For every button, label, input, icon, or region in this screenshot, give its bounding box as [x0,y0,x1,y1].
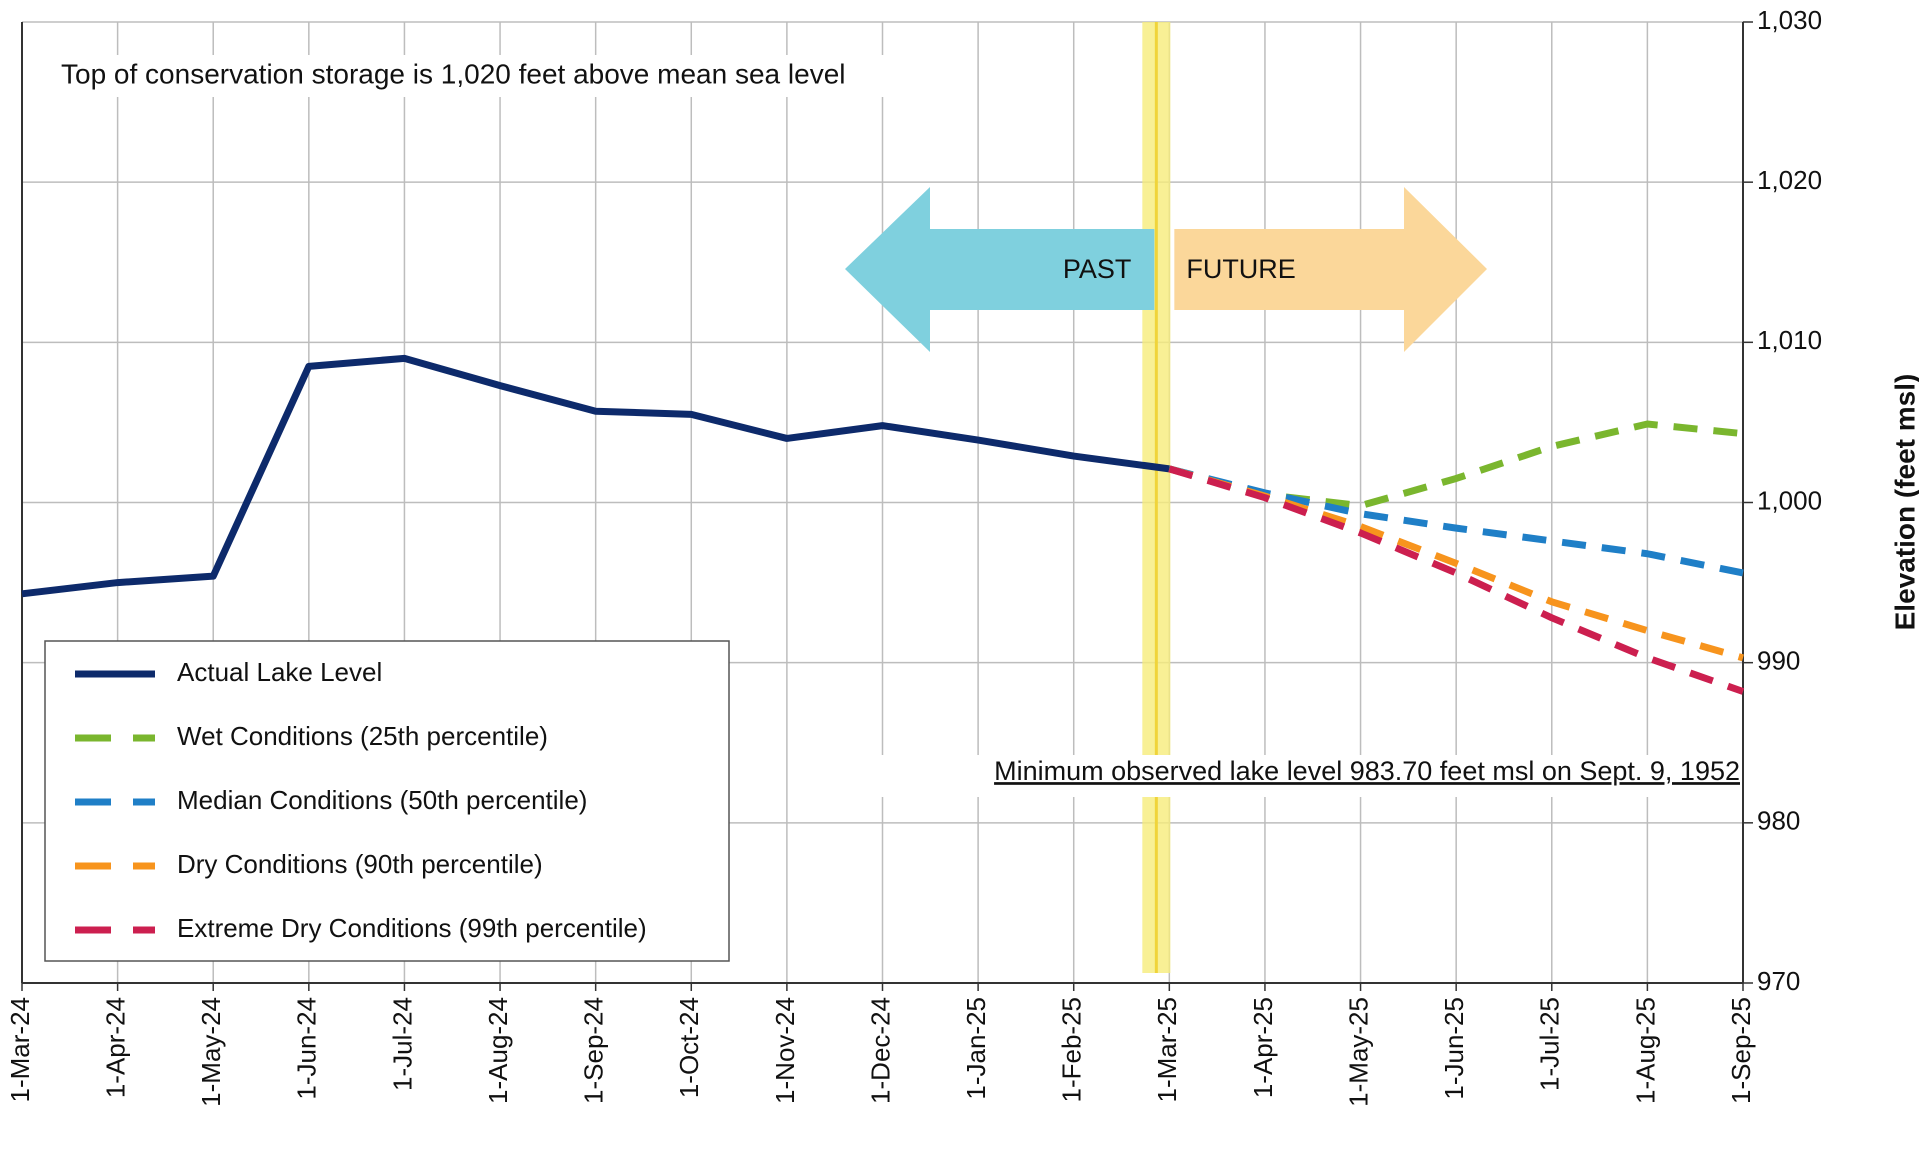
past-arrow [845,187,1155,352]
y-tick-label: 1,010 [1757,325,1822,355]
annotation: Minimum observed lake level 983.70 feet … [994,756,1740,786]
y-tick-label: 970 [1757,966,1800,996]
y-tick-label: 990 [1757,646,1800,676]
y-tick-label: 1,000 [1757,485,1822,515]
legend-box [44,640,730,962]
future-label: FUTURE [1186,254,1296,284]
x-tick-label: 1-Jun-25 [1439,997,1469,1100]
x-tick-label: 1-Mar-24 [5,997,35,1102]
past-label: PAST [1063,254,1132,284]
y-tick-label: 1,020 [1757,165,1822,195]
x-tick-label: 1-Mar-25 [1152,997,1182,1102]
y-tick-label: 980 [1757,806,1800,836]
annotation: Top of conservation storage is 1,020 fee… [61,58,846,89]
legend-label: Median Conditions (50th percentile) [177,785,587,815]
x-tick-label: 1-Dec-24 [865,997,895,1104]
x-tick-label: 1-Apr-25 [1248,997,1278,1098]
x-tick-label: 1-Aug-24 [483,997,513,1104]
annotation-bg [50,55,970,97]
x-tick-label: 1-Feb-25 [1057,997,1087,1103]
x-tick-label: 1-Jan-25 [961,997,991,1100]
future-arrow [1174,187,1487,352]
x-tick-label: 1-May-25 [1343,997,1373,1107]
legend-label: Extreme Dry Conditions (99th percentile) [177,913,647,943]
x-tick-label: 1-Sep-24 [579,997,609,1104]
x-tick-label: 1-May-24 [196,997,226,1107]
series-line [1168,465,1745,695]
series-line [21,354,1170,598]
x-tick-label: 1-Sep-25 [1726,997,1756,1104]
annotation-bg [860,755,1740,797]
x-tick-label: 1-Jul-25 [1535,997,1565,1091]
x-tick-label: 1-Jun-24 [292,997,322,1100]
x-tick-label: 1-Oct-24 [674,997,704,1098]
x-tick-label: 1-Nov-24 [770,997,800,1104]
x-tick-label: 1-Jul-24 [387,997,417,1091]
y-tick-label: 1,030 [1757,5,1822,35]
y-axis-label: Elevation (feet msl) [1889,374,1919,631]
legend-label: Actual Lake Level [177,657,382,687]
x-tick-label: 1-Aug-25 [1630,997,1660,1104]
legend-label: Dry Conditions (90th percentile) [177,849,543,879]
x-tick-label: 1-Apr-24 [100,997,130,1098]
legend-label: Wet Conditions (25th percentile) [177,721,548,751]
